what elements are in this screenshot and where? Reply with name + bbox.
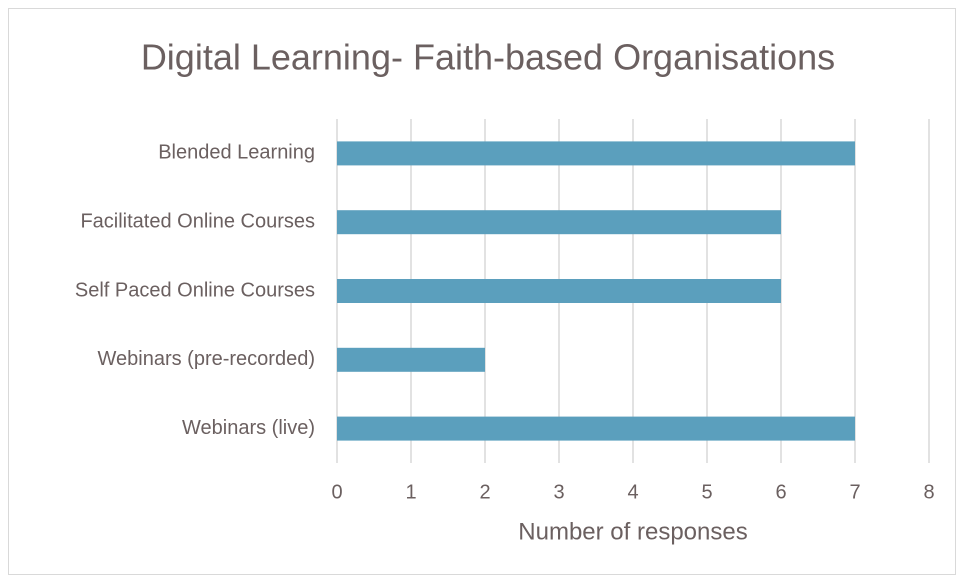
x-tick-label: 0 bbox=[331, 481, 342, 503]
x-tick-label: 8 bbox=[923, 481, 934, 503]
x-tick-label: 7 bbox=[849, 481, 860, 503]
bar bbox=[337, 141, 855, 166]
bar bbox=[337, 210, 781, 235]
y-tick-label: Webinars (live) bbox=[182, 417, 315, 439]
y-tick-label: Blended Learning bbox=[158, 142, 315, 164]
bar bbox=[337, 347, 485, 372]
y-tick-label: Facilitated Online Courses bbox=[80, 210, 315, 232]
x-tick-label: 4 bbox=[627, 481, 638, 503]
y-tick-label: Webinars (pre-recorded) bbox=[98, 348, 316, 370]
x-tick-label: 2 bbox=[479, 481, 490, 503]
bar bbox=[337, 416, 855, 441]
x-tick-label: 5 bbox=[701, 481, 712, 503]
bar bbox=[337, 279, 781, 303]
x-tick-label: 3 bbox=[553, 481, 564, 503]
y-tick-label: Self Paced Online Courses bbox=[75, 279, 315, 301]
x-tick-label: 1 bbox=[405, 481, 416, 503]
x-tick-label: 6 bbox=[775, 481, 786, 503]
x-axis-label: Number of responses bbox=[518, 518, 747, 545]
chart-title: Digital Learning- Faith-based Organisati… bbox=[141, 37, 835, 78]
